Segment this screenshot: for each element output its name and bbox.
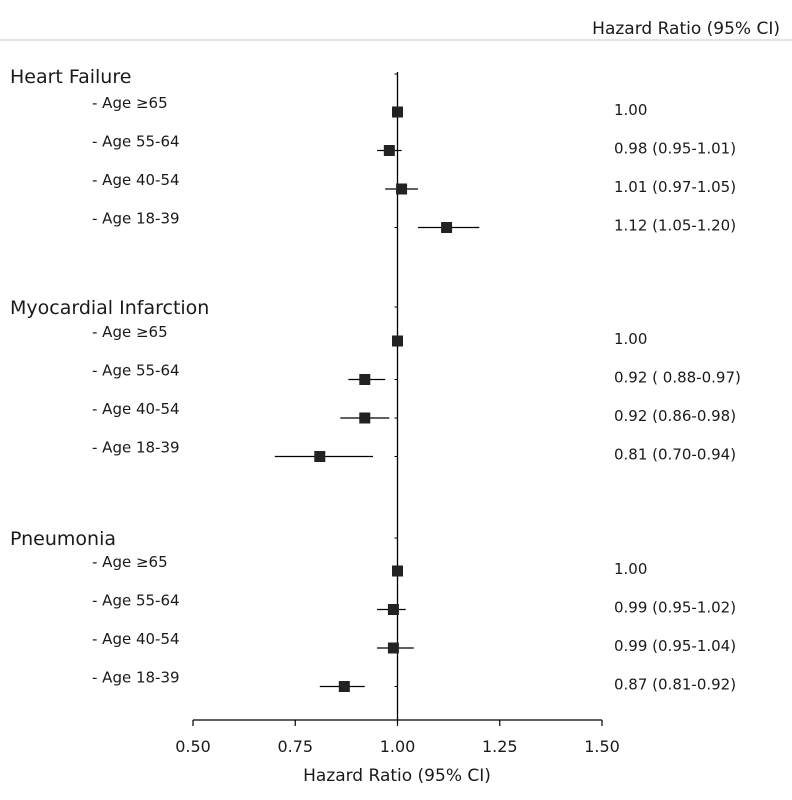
x-tick-label: 0.75 <box>277 737 313 756</box>
hr-marker <box>392 106 403 118</box>
row-label: - Age 18-39 <box>92 669 180 687</box>
plot-marks: Heart Failure - Age ≥65 1.00 - Age 55-64 0.9… <box>10 66 741 756</box>
row-value: 1.00 <box>614 560 647 578</box>
row-label: - Age 18-39 <box>92 439 180 457</box>
hr-marker <box>383 145 395 156</box>
row-value: 1.01 (0.97-1.05) <box>614 178 736 196</box>
row-label: - Age 55-64 <box>92 592 180 610</box>
group-label: Heart Failure <box>10 66 131 88</box>
column-header: Hazard Ratio (95% CI) <box>592 19 780 39</box>
row-value: 0.81 (0.70-0.94) <box>614 446 736 464</box>
hr-marker <box>392 335 403 347</box>
hr-marker <box>359 412 371 424</box>
x-axis-label: Hazard Ratio (95% CI) <box>303 766 491 786</box>
row-label: - Age 40-54 <box>92 171 180 189</box>
x-tick-label: 1.00 <box>380 737 416 756</box>
row-label: - Age ≥65 <box>92 553 168 571</box>
row-label: - Age ≥65 <box>92 94 168 112</box>
group-label: Pneumonia <box>10 528 116 550</box>
row-label: - Age 40-54 <box>92 400 180 418</box>
x-tick-label: 1.50 <box>584 737 620 756</box>
row-value: 0.87 (0.81-0.92) <box>614 676 736 694</box>
hr-marker <box>314 451 326 462</box>
row-label: - Age 55-64 <box>92 133 180 151</box>
x-tick-label: 1.25 <box>482 737 518 756</box>
row-value: 0.98 (0.95-1.01) <box>614 140 736 158</box>
group-label: Myocardial Infarction <box>10 297 209 319</box>
hr-marker <box>392 565 403 577</box>
row-value: 1.12 (1.05-1.20) <box>614 217 736 235</box>
row-label: - Age ≥65 <box>92 323 168 341</box>
hr-marker <box>338 681 350 692</box>
row-value: 0.92 ( 0.88-0.97) <box>614 369 741 387</box>
row-label: - Age 18-39 <box>92 210 180 228</box>
row-value: 0.92 (0.86-0.98) <box>614 407 736 425</box>
x-tick-label: 0.50 <box>175 737 211 756</box>
row-label: - Age 55-64 <box>92 362 180 380</box>
row-value: 0.99 (0.95-1.04) <box>614 637 736 655</box>
hr-marker <box>396 183 408 195</box>
hr-marker <box>387 642 399 654</box>
row-value: 0.99 (0.95-1.02) <box>614 599 736 617</box>
row-label: - Age 40-54 <box>92 630 180 648</box>
hr-marker <box>387 604 399 615</box>
row-value: 1.00 <box>614 330 647 348</box>
row-value: 1.00 <box>614 101 647 119</box>
hr-marker <box>359 374 371 385</box>
hr-marker <box>441 222 453 233</box>
